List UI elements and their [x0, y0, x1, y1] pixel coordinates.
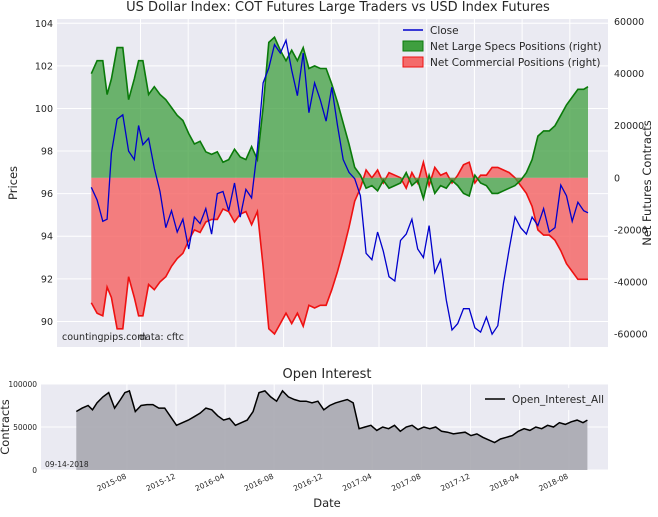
legend-close-label: Close [430, 25, 459, 37]
x-tick-label: 2018-08 [537, 472, 569, 493]
specs-line [90, 35, 589, 202]
y-right-tick-label: -40000 [614, 277, 648, 288]
x-tick-label: 2016-08 [243, 472, 275, 493]
open-interest-series [75, 389, 588, 470]
bottom-y-ticks: 0 50000 100000 [8, 380, 37, 475]
bottom-chart-title: Open Interest [283, 367, 372, 382]
y-tick-label: 0 [32, 466, 37, 475]
open-interest-line [75, 389, 588, 444]
x-tick-label: 2018-04 [488, 472, 520, 493]
bottom-y-axis-label: Contracts [0, 399, 12, 454]
top-y-axis-label: Prices [6, 166, 20, 200]
legend-commercial-swatch [402, 56, 424, 68]
top-chart-title: US Dollar Index: COT Futures Large Trade… [126, 0, 550, 15]
specs-area [91, 37, 589, 199]
y-tick-label: 104 [35, 19, 53, 30]
commercial-line [90, 159, 588, 336]
legend-commercial-label: Net Commercial Positions (right) [430, 57, 600, 69]
y-tick-label: 96 [41, 189, 53, 200]
legend-open-interest-label: Open_Interest_All [512, 394, 604, 406]
y-tick-label: 92 [41, 274, 53, 285]
y-tick-label: 98 [41, 147, 53, 158]
bottom-x-ticks: 2015-08 2015-12 2016-04 2016-08 2016-12 2017-… [96, 472, 570, 493]
top-right-y-axis-label: Net Futures Contracts [640, 120, 654, 246]
x-tick-label: 2017-08 [390, 472, 422, 493]
y-tick-label: 50000 [13, 423, 37, 432]
y-tick-label: 102 [35, 61, 53, 72]
y-right-tick-label: 60000 [614, 17, 644, 28]
x-tick-label: 2016-04 [194, 472, 226, 493]
y-right-tick-label: -60000 [614, 329, 648, 340]
source-site-annotation: countingpips.com [62, 332, 146, 343]
y-tick-label: 100000 [8, 380, 37, 389]
x-tick-label: 2016-12 [292, 472, 324, 493]
y-tick-label: 90 [41, 317, 53, 328]
top-right-y-ticks: -60000 -40000 -20000 0 20000 40000 60000 [614, 17, 648, 340]
bottom-legend-box [480, 388, 604, 410]
x-tick-label: 2017-12 [439, 472, 471, 493]
source-data-annotation: data: cftc [139, 332, 184, 343]
legend-specs-swatch [402, 40, 424, 52]
date-stamp-annotation: 09-14-2018 [45, 460, 89, 469]
legend-specs-label: Net Large Specs Positions (right) [430, 41, 602, 53]
y-right-tick-label: 40000 [614, 69, 644, 80]
top-legend: Close Net Large Specs Positions (right) … [402, 25, 602, 69]
close-line [90, 38, 589, 336]
y-tick-label: 100 [35, 104, 53, 115]
x-tick-label: 2017-04 [341, 472, 373, 493]
x-tick-label: 2015-08 [96, 472, 128, 493]
bottom-legend: Open_Interest_All [480, 388, 604, 410]
y-tick-label: 94 [41, 232, 53, 243]
y-right-tick-label: 20000 [614, 121, 644, 132]
bottom-x-axis-label: Date [313, 496, 341, 510]
y-right-tick-label: 0 [614, 173, 620, 184]
y-right-tick-label: -20000 [614, 225, 648, 236]
x-tick-label: 2015-12 [145, 472, 177, 493]
top-left-y-ticks: 90 92 94 96 98 100 102 104 [35, 19, 53, 328]
specs-area-series [90, 35, 589, 202]
close-line-series [90, 38, 589, 336]
